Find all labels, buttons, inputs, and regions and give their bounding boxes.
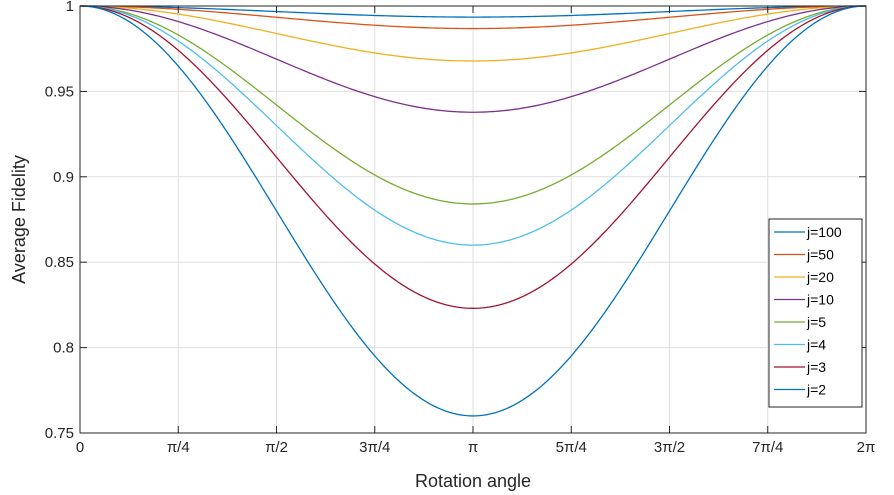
legend-label: j=20 (806, 269, 834, 285)
x-tick-label: π/4 (167, 439, 190, 456)
legend-label: j=4 (806, 337, 826, 353)
series-line-j-5 (79, 5, 867, 205)
x-tick-label: 5π/4 (556, 439, 587, 456)
x-axis-title: Rotation angle (415, 471, 531, 491)
x-tick-label: 0 (76, 439, 84, 456)
legend-label: j=10 (806, 292, 834, 308)
y-axis-title: Average Fidelity (9, 155, 29, 284)
series-line-j-4 (79, 5, 867, 246)
grid-lines (80, 6, 867, 433)
x-tick-label: 2π (857, 439, 876, 456)
y-tick-label: 0.9 (53, 169, 74, 186)
legend-label: j=100 (806, 224, 842, 240)
legend-label: j=2 (806, 382, 826, 398)
y-tick-label: 0.8 (53, 340, 74, 357)
legend: j=100 j=50 j=20 j=10 j=5 j=4 j=3 j=2 (768, 218, 863, 408)
series-lines (79, 5, 867, 417)
legend-label: j=50 (806, 247, 834, 263)
series-line-j-50 (80, 5, 866, 30)
series-line-j-10 (79, 5, 867, 113)
series-line-j-3 (79, 5, 867, 309)
series-line-j-2 (79, 5, 867, 417)
x-tick-label: 3π/4 (359, 439, 390, 456)
x-tick-label: π/2 (265, 439, 288, 456)
y-tick-label: 1 (66, 0, 74, 15)
x-tick-label: π (468, 439, 478, 456)
x-tick-label: 3π/2 (654, 439, 685, 456)
legend-label: j=3 (806, 359, 826, 375)
y-tick-label: 0.85 (45, 254, 74, 271)
series-line-j-100 (80, 5, 866, 18)
legend-box (768, 218, 863, 408)
x-tick-label: 7π/4 (752, 439, 783, 456)
y-tick-label: 0.95 (45, 83, 74, 100)
legend-label: j=5 (806, 314, 826, 330)
tick-labels: 0 π/4 π/2 3π/4 π 5π/4 3π/2 7π/4 2π 0.75 0.8 0.85 0.9… (45, 0, 876, 456)
y-tick-label: 0.75 (45, 425, 74, 442)
series-line-j-20 (79, 5, 867, 62)
axes (79, 5, 867, 434)
